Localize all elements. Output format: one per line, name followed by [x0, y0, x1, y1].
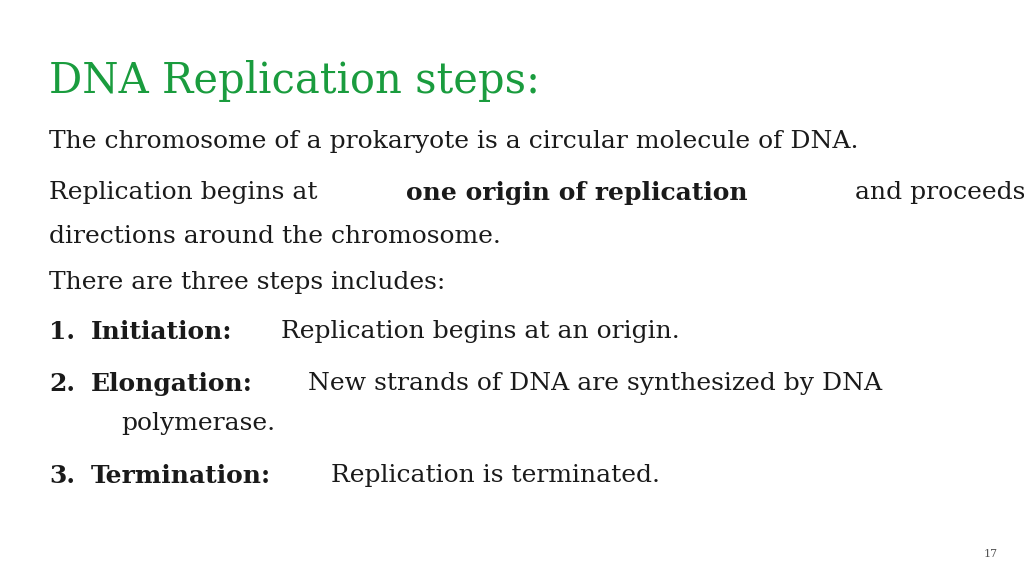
Text: 17: 17: [983, 549, 997, 559]
Text: one origin of replication: one origin of replication: [406, 181, 748, 206]
Text: Elongation:: Elongation:: [91, 372, 253, 396]
Text: 1.: 1.: [49, 320, 75, 344]
Text: Initiation:: Initiation:: [91, 320, 232, 344]
Text: DNA Replication steps:: DNA Replication steps:: [49, 60, 540, 103]
Text: Replication is terminated.: Replication is terminated.: [324, 464, 660, 487]
Text: Replication begins at: Replication begins at: [49, 181, 326, 204]
Text: New strands of DNA are synthesized by DNA: New strands of DNA are synthesized by DN…: [300, 372, 882, 395]
Text: Replication begins at an origin.: Replication begins at an origin.: [273, 320, 680, 343]
Text: polymerase.: polymerase.: [121, 412, 275, 435]
Text: 2.: 2.: [49, 372, 75, 396]
Text: There are three steps includes:: There are three steps includes:: [49, 271, 445, 294]
Text: 3.: 3.: [49, 464, 75, 488]
Text: directions around the chromosome.: directions around the chromosome.: [49, 225, 501, 248]
Text: Termination:: Termination:: [91, 464, 271, 488]
Text: and proceeds in both: and proceeds in both: [847, 181, 1024, 204]
Text: The chromosome of a prokaryote is a circular molecule of DNA.: The chromosome of a prokaryote is a circ…: [49, 130, 859, 153]
